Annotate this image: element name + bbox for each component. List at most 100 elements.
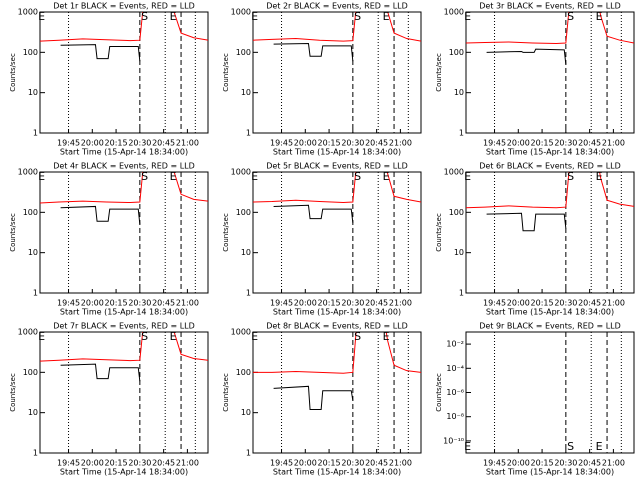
chart-title: Det 2r BLACK = Events, RED = LLD bbox=[266, 2, 408, 11]
y-axis-label: Counts/sec bbox=[435, 213, 443, 252]
y-tick-label: 10 bbox=[241, 248, 251, 257]
panel: Det 4r BLACK = Events, RED = LLD Start Ti… bbox=[9, 162, 209, 317]
annotation: E bbox=[596, 10, 603, 23]
panel: Det 5r BLACK = Events, RED = LLD Start Ti… bbox=[222, 162, 422, 317]
y-axis-label: Counts/sec bbox=[9, 373, 17, 412]
chart-title: Det 1r BLACK = Events, RED = LLD bbox=[53, 2, 195, 11]
x-axis-label: Start Time (15-Apr-14 18:34:00) bbox=[486, 468, 614, 477]
plot-frame bbox=[39, 331, 209, 454]
y-tick-label: 1 bbox=[33, 289, 38, 298]
panel: Det 3r BLACK = Events, RED = LLD Start Ti… bbox=[435, 2, 635, 157]
y-tick-label: 1 bbox=[459, 289, 464, 298]
annotation: S bbox=[567, 10, 574, 23]
series-line bbox=[253, 12, 421, 42]
annotation: S bbox=[141, 170, 148, 183]
series-line bbox=[466, 12, 634, 45]
annotation: E bbox=[170, 10, 177, 23]
y-tick-label: 100 bbox=[236, 48, 251, 57]
annotation: S bbox=[354, 330, 361, 343]
y-tick-label: 1000 bbox=[444, 168, 464, 177]
x-tick-label: 20:15 bbox=[531, 459, 554, 468]
series-line bbox=[40, 172, 208, 204]
annotation: E bbox=[251, 330, 258, 343]
x-tick-label: 20:00 bbox=[81, 139, 104, 148]
y-tick-label: 100 bbox=[236, 208, 251, 217]
x-axis-label: Start Time (15-Apr-14 18:34:00) bbox=[486, 148, 614, 157]
x-tick-label: 20:30 bbox=[341, 139, 364, 148]
y-tick-label: 10 bbox=[454, 248, 464, 257]
annotation: E bbox=[383, 170, 390, 183]
y-tick-label: 1000 bbox=[231, 8, 251, 17]
plot-frame bbox=[465, 11, 635, 134]
x-tick-label: 20:00 bbox=[81, 459, 104, 468]
panel: Det 1r BLACK = Events, RED = LLD Start Ti… bbox=[9, 2, 209, 157]
y-tick-label: 1 bbox=[459, 129, 464, 138]
y-tick-label: 10 bbox=[241, 88, 251, 97]
panel: Det 2r BLACK = Events, RED = LLD Start Ti… bbox=[222, 2, 422, 157]
annotation: E bbox=[251, 170, 258, 183]
plot-frame bbox=[252, 11, 422, 134]
series-line bbox=[273, 385, 354, 410]
x-tick-label: 20:45 bbox=[365, 459, 388, 468]
chart-title: Det 5r BLACK = Events, RED = LLD bbox=[266, 162, 408, 171]
y-tick-label: 100 bbox=[236, 368, 251, 377]
y-tick-label: 10 bbox=[454, 88, 464, 97]
annotation: E bbox=[170, 330, 177, 343]
x-tick-label: 21:00 bbox=[389, 299, 412, 308]
x-tick-label: 20:30 bbox=[128, 299, 151, 308]
y-tick-label: 100 bbox=[23, 48, 38, 57]
y-axis-label: Counts/sec bbox=[222, 53, 230, 92]
series-line bbox=[40, 332, 208, 362]
x-tick-label: 21:00 bbox=[602, 299, 625, 308]
x-tick-label: 20:45 bbox=[365, 139, 388, 148]
x-axis-label: Start Time (15-Apr-14 18:34:00) bbox=[273, 148, 401, 157]
annotation: S bbox=[354, 170, 361, 183]
x-tick-label: 20:30 bbox=[554, 459, 577, 468]
x-tick-label: 20:15 bbox=[531, 139, 554, 148]
annotation: E bbox=[38, 330, 45, 343]
plot-frame bbox=[465, 171, 635, 294]
x-tick-label: 20:00 bbox=[294, 139, 317, 148]
y-tick-label: 1 bbox=[33, 449, 38, 458]
annotation: E bbox=[464, 10, 471, 23]
x-axis-label: Start Time (15-Apr-14 18:34:00) bbox=[60, 468, 188, 477]
y-tick-label: 1000 bbox=[231, 168, 251, 177]
annotation: E bbox=[170, 170, 177, 183]
y-axis-label: Counts/sec bbox=[222, 213, 230, 252]
y-tick-label: 1000 bbox=[18, 168, 38, 177]
y-tick-label: 10⁻² bbox=[446, 340, 464, 349]
y-tick-label: 1000 bbox=[444, 8, 464, 17]
series-line bbox=[60, 205, 141, 225]
x-tick-label: 21:00 bbox=[389, 459, 412, 468]
chart-title: Det 4r BLACK = Events, RED = LLD bbox=[53, 162, 195, 171]
x-tick-label: 21:00 bbox=[602, 139, 625, 148]
series-line bbox=[466, 172, 634, 209]
x-tick-label: 20:45 bbox=[578, 139, 601, 148]
annotation: S bbox=[141, 10, 148, 23]
x-tick-label: 20:30 bbox=[341, 299, 364, 308]
y-axis-label: Counts/sec bbox=[9, 213, 17, 252]
chart-title: Det 9r BLACK = Events, RED = LLD bbox=[479, 322, 621, 331]
x-tick-label: 20:45 bbox=[578, 459, 601, 468]
panel: Det 9r BLACK = Events, RED = LLD Start Ti… bbox=[435, 322, 635, 477]
y-tick-label: 10 bbox=[241, 408, 251, 417]
y-tick-label: 1000 bbox=[18, 328, 38, 337]
x-tick-label: 21:00 bbox=[176, 139, 199, 148]
series-line bbox=[40, 12, 208, 42]
x-tick-label: 20:45 bbox=[152, 299, 175, 308]
y-tick-label: 10 bbox=[28, 88, 38, 97]
y-tick-label: 1 bbox=[246, 289, 251, 298]
x-tick-label: 19:45 bbox=[483, 139, 506, 148]
x-tick-label: 21:00 bbox=[389, 139, 412, 148]
y-tick-label: 10 bbox=[28, 248, 38, 257]
x-tick-label: 20:45 bbox=[152, 459, 175, 468]
x-tick-label: 19:45 bbox=[483, 459, 506, 468]
x-tick-label: 19:45 bbox=[270, 459, 293, 468]
y-tick-label: 1000 bbox=[18, 8, 38, 17]
x-tick-label: 20:30 bbox=[554, 299, 577, 308]
x-tick-label: 19:45 bbox=[57, 139, 80, 148]
plot-frame bbox=[252, 171, 422, 294]
chart-title: Det 3r BLACK = Events, RED = LLD bbox=[479, 2, 621, 11]
x-tick-label: 20:15 bbox=[318, 299, 341, 308]
